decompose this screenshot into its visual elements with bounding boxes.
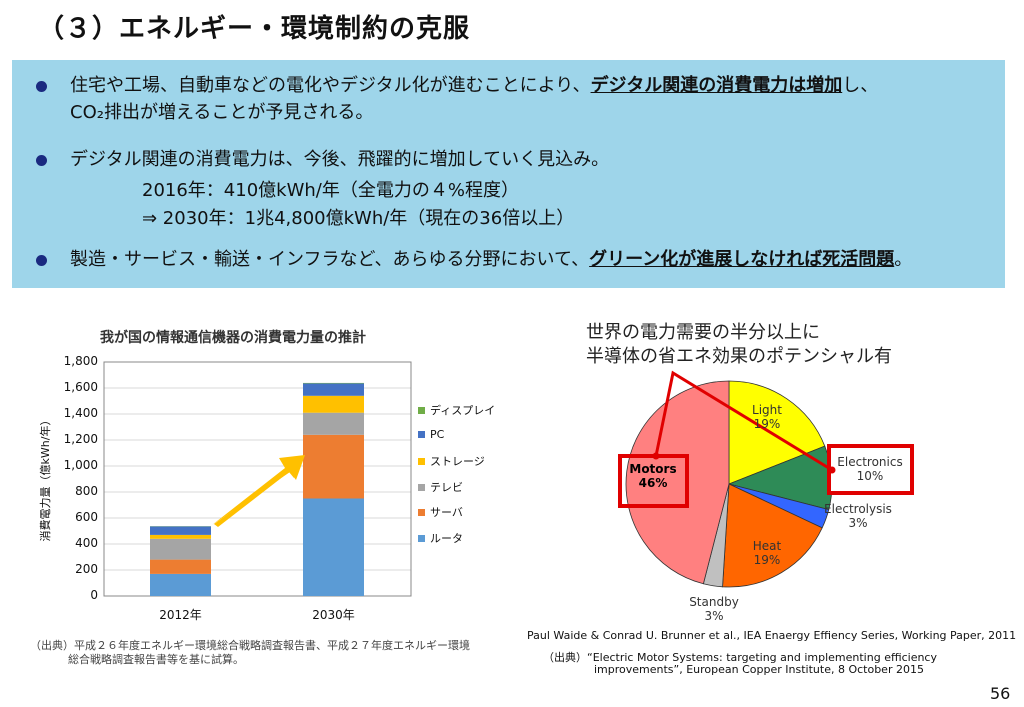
pie-label-name: Electrolysis bbox=[824, 502, 892, 516]
y-tick-label: 800 bbox=[75, 484, 98, 498]
legend-label: サーバ bbox=[430, 506, 463, 519]
pie-label-light: Light 19% bbox=[727, 403, 807, 431]
legend-swatch bbox=[418, 430, 425, 438]
legend-item: PC bbox=[418, 428, 444, 441]
bar-source-2: 総合戦略調査報告書等を基に試算。 bbox=[68, 653, 244, 666]
pie-slice-light bbox=[728, 380, 826, 485]
emphasis: グリーン化が進展しなければ死活問題 bbox=[589, 249, 895, 270]
y-tick-label: 1,400 bbox=[63, 406, 98, 420]
pie-slice-heat bbox=[722, 483, 823, 588]
callout-line bbox=[654, 370, 833, 472]
y-tick-label: 1,200 bbox=[63, 432, 98, 446]
growth-arrow-icon bbox=[214, 456, 304, 527]
bullet-icon bbox=[36, 255, 47, 266]
pie-title-1: 世界の電力需要の半分以上に bbox=[586, 322, 820, 343]
legend-label: テレビ bbox=[430, 480, 463, 494]
emphasis: デジタル関連の消費電力は増加 bbox=[590, 75, 843, 96]
pie-label-label: 10% bbox=[856, 469, 884, 483]
text: デジタル関連の消費電力は、今後、飛躍的に増加していく見込み。 bbox=[70, 149, 610, 170]
text: CO₂排出が増えることが予見される。 bbox=[70, 102, 374, 123]
text: 住宅や工場、自動車などの電化やデジタル化が進むことにより、 bbox=[70, 75, 591, 96]
legend-item: サーバ bbox=[418, 504, 463, 520]
bar-segment-テレビ bbox=[303, 412, 364, 435]
legend-label: PC bbox=[430, 427, 445, 441]
legend-item: テレビ bbox=[418, 479, 463, 495]
pie-label-label: 46% bbox=[638, 476, 668, 490]
y-tick-label: 1,000 bbox=[63, 458, 98, 472]
bar-segment-サーバ bbox=[303, 434, 364, 499]
text: 製造・サービス・輸送・インフラなど、あらゆる分野において、 bbox=[70, 249, 590, 270]
pie-label-name: Electronics bbox=[837, 455, 903, 469]
bar-segment-ストレージ bbox=[150, 534, 211, 539]
pie-label-motors: Motors 46% bbox=[613, 462, 693, 490]
y-tick-label: 1,800 bbox=[63, 354, 98, 368]
slide-title: （３）エネルギー・環境制約の克服 bbox=[38, 14, 471, 44]
bar-segment-ディスプレイ bbox=[303, 382, 364, 384]
legend-item: ストレージ bbox=[418, 453, 485, 469]
pie-source: （出典）“Electric Motor Systems: targeting a… bbox=[543, 651, 937, 664]
pie-label-label: 3% bbox=[704, 609, 724, 623]
pie-label-name: Heat bbox=[752, 539, 782, 553]
y-tick-label: 1,600 bbox=[63, 380, 98, 394]
bar-segment-テレビ bbox=[150, 538, 211, 560]
pie-label-name: Light bbox=[752, 403, 782, 417]
bar-segment-サーバ bbox=[150, 559, 211, 574]
legend-label: ストレージ bbox=[430, 455, 485, 468]
sub-line-2016: 2016年：410億kWh/年（全電力の４%程度） bbox=[142, 180, 519, 201]
legend-item: ディスプレイ bbox=[418, 402, 495, 418]
bar-segment-ルータ bbox=[150, 573, 211, 596]
x-category-label: 2030年 bbox=[312, 608, 355, 622]
legend-swatch bbox=[418, 534, 425, 542]
y-tick-label: 0 bbox=[90, 588, 98, 602]
text: し、 bbox=[842, 75, 879, 96]
bar-segment-ストレージ bbox=[303, 395, 364, 413]
legend-item: ルータ bbox=[418, 530, 463, 546]
pie-slice-motors bbox=[625, 380, 730, 585]
bullet-icon bbox=[36, 81, 47, 92]
electronics-highlight-box bbox=[827, 444, 914, 495]
bullet-1: 住宅や工場、自動車などの電化やデジタル化が進むことにより、デジタル関連の消費電力… bbox=[36, 72, 879, 126]
summary-box: 住宅や工場、自動車などの電化やデジタル化が進むことにより、デジタル関連の消費電力… bbox=[12, 60, 1005, 288]
x-category-label: 2012年 bbox=[159, 608, 202, 622]
pie-label-name: Motors bbox=[629, 462, 677, 476]
y-tick-label: 200 bbox=[75, 562, 98, 576]
bullet-icon bbox=[36, 155, 47, 166]
pie-source-2: improvements”, European Copper Institute… bbox=[594, 663, 924, 676]
y-tick-label: 600 bbox=[75, 510, 98, 524]
bar-segment-ルータ bbox=[303, 498, 364, 596]
legend-swatch bbox=[418, 483, 425, 491]
bullet-2: デジタル関連の消費電力は、今後、飛躍的に増加していく見込み。 bbox=[36, 146, 610, 173]
bar-source: （出典）平成２６年度エネルギー環境総合戦略調査報告書、平成２７年度エネルギー環境 bbox=[30, 639, 470, 652]
pie-reference: Paul Waide & Conrad U. Brunner et al., I… bbox=[527, 629, 1017, 642]
page-number: 56 bbox=[990, 684, 1011, 703]
text: 。 bbox=[894, 249, 913, 270]
pie-label-label: 3% bbox=[848, 516, 868, 530]
growth-arrow-icon bbox=[212, 455, 305, 525]
bar-segment-PC bbox=[303, 383, 364, 396]
pie-label-electrolysis: Electrolysis 3% bbox=[818, 502, 898, 530]
pie-label-electronics: Electronics 10% bbox=[830, 455, 910, 483]
pie-label-label: 19% bbox=[753, 417, 781, 431]
pie-title-2: 半導体の省エネ効果のポテンシャル有 bbox=[586, 346, 892, 367]
y-tick-label: 400 bbox=[75, 536, 98, 550]
callout-dot bbox=[828, 466, 836, 474]
legend-swatch bbox=[418, 509, 425, 516]
callout-dot bbox=[652, 452, 660, 460]
legend-swatch bbox=[418, 407, 425, 414]
sub-line-2030: ⇒ 2030年：1兆4,800億kWh/年（現在の36倍以上） bbox=[142, 208, 575, 229]
bullet-3: 製造・サービス・輸送・インフラなど、あらゆる分野において、グリーン化が進展しなけ… bbox=[36, 246, 913, 273]
pie-label-standby: Standby 3% bbox=[674, 595, 754, 623]
pie-label-heat: Heat 19% bbox=[727, 539, 807, 567]
bar-segment-PC bbox=[150, 526, 211, 535]
legend-label: ルータ bbox=[430, 531, 463, 545]
pie-label-label: 19% bbox=[753, 553, 781, 567]
legend-swatch bbox=[418, 458, 425, 465]
legend-label: ディスプレイ bbox=[430, 404, 496, 417]
bar-chart-title: 我が国の情報通信機器の消費電力量の推計 bbox=[100, 330, 366, 346]
pie-label-name: Standby bbox=[689, 595, 739, 609]
plot-frame bbox=[103, 361, 412, 597]
